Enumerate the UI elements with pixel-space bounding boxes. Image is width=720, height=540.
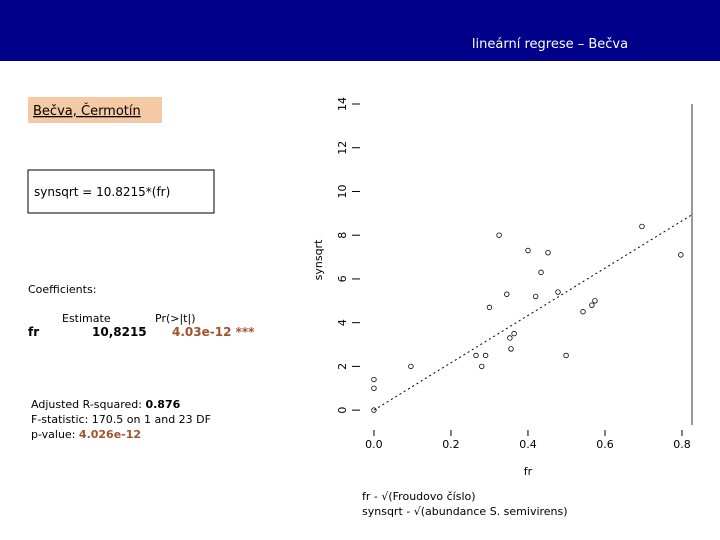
fit-line: [373, 214, 693, 411]
note: fr - √(Froudovo číslo): [362, 490, 476, 503]
slide-title: lineární regrese – Bečva: [472, 37, 628, 52]
point: [511, 330, 517, 337]
point: [371, 376, 377, 383]
point: [525, 247, 531, 254]
point: [545, 249, 551, 256]
r2-value: 0.876: [145, 398, 180, 411]
coef-heading: Coefficients:: [28, 283, 96, 296]
point: [532, 293, 539, 300]
p-line: p-value: 4.026e-12: [31, 428, 141, 441]
p-value: 4.026e-12: [79, 428, 141, 441]
point: [473, 352, 479, 359]
point: [639, 223, 645, 230]
point: [479, 363, 485, 370]
point: [508, 346, 514, 352]
equation: synsqrt = 10.8215*(fr): [34, 185, 170, 199]
point: [592, 298, 598, 304]
point: [486, 304, 493, 311]
y-tick-label: 14: [336, 97, 349, 111]
point: [371, 407, 377, 413]
f-stat: F-statistic: 170.5 on 1 and 23 DF: [31, 413, 211, 426]
point: [496, 232, 502, 238]
p-label: p-value:: [31, 428, 75, 441]
point: [504, 291, 510, 297]
y-axis-title: synsqrt: [312, 239, 325, 280]
point: [563, 352, 569, 359]
point: [482, 352, 489, 359]
point: [580, 309, 586, 315]
x-tick-label: 0.8: [673, 438, 691, 451]
point: [507, 335, 513, 341]
point: [371, 385, 377, 391]
point: [678, 252, 684, 258]
note: synsqrt - √(abundance S. semivirens): [362, 505, 568, 518]
y-tick-label: 12: [336, 141, 349, 155]
r2-line: Adjusted R-squared: 0.876: [31, 398, 181, 411]
coef-column: Pr(>|t|): [155, 312, 196, 325]
point: [589, 302, 595, 308]
banner: [0, 0, 720, 62]
coef-estimate: 10,8215: [92, 325, 147, 339]
y-tick-label: 0: [336, 407, 349, 414]
x-tick-label: 0.6: [596, 438, 614, 451]
x-tick-label: 0.0: [365, 438, 383, 451]
x-tick-label: 0.4: [519, 438, 537, 451]
equation-box: [27, 169, 215, 214]
point: [408, 363, 414, 370]
point: [538, 269, 544, 276]
coef-p: 4.03e-12 ***: [172, 325, 255, 339]
y-tick-label: 4: [336, 319, 349, 326]
r2-label: Adjusted R-squared:: [31, 398, 142, 411]
y-tick-label: 8: [336, 232, 349, 239]
coef-column: Estimate: [62, 312, 111, 325]
y-tick-label: 10: [336, 184, 349, 198]
x-axis-title: fr: [524, 465, 533, 478]
x-tick-label: 0.2: [442, 438, 460, 451]
y-tick-label: 2: [336, 363, 349, 370]
location: Bečva, Čermotín: [33, 103, 141, 119]
y-tick-label: 6: [336, 275, 349, 282]
point: [555, 289, 561, 295]
location-box: [28, 97, 162, 123]
coef-name: fr: [28, 325, 39, 339]
